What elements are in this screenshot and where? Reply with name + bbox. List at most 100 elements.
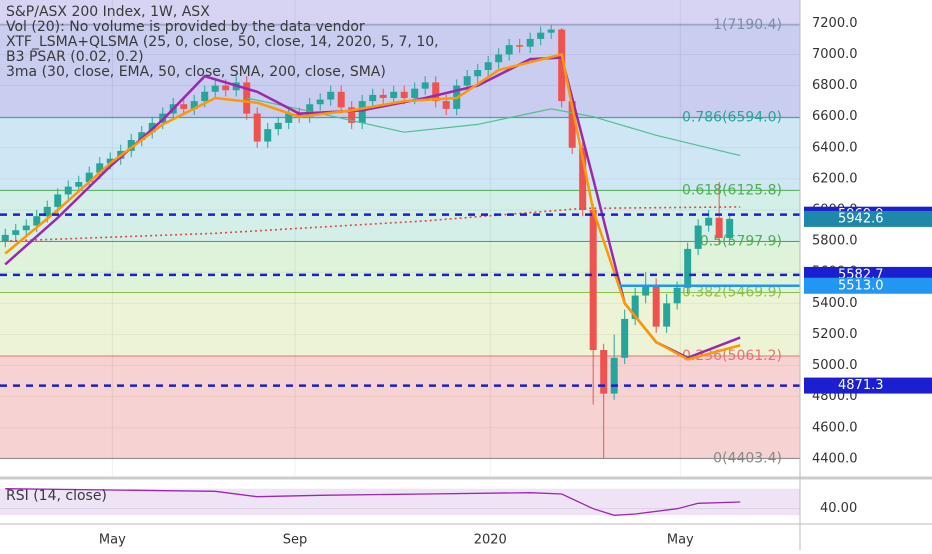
chart-title: S&P/ASX 200 Index, 1W, ASX	[6, 4, 210, 20]
candle-body	[369, 94, 377, 102]
overlay-line	[4, 52, 741, 361]
candle-body	[495, 54, 503, 63]
y-tick-label: 6800.0	[812, 78, 858, 93]
candle-body	[558, 29, 566, 102]
indicator-label: Vol (20): No volume is provided by the d…	[6, 19, 365, 35]
candle-body	[421, 82, 429, 89]
rsi-label: RSI (14, close)	[6, 488, 107, 504]
candle-body	[400, 91, 408, 98]
indicator-label: 3ma (30, close, EMA, 50, close, SMA, 200…	[6, 64, 386, 80]
candle-body	[547, 29, 555, 33]
x-tick-label: Sep	[283, 533, 308, 548]
fib-label: 0.382(5469.9)	[682, 284, 782, 300]
candle-body	[43, 206, 51, 217]
y-tick-label: 6600.0	[812, 109, 858, 124]
fib-zone	[0, 117, 800, 191]
indicator-label: B3 PSAR (0.02, 0.2)	[6, 49, 144, 65]
candle-body	[201, 91, 209, 102]
overlay-line	[5, 206, 741, 242]
candle-body	[190, 101, 198, 109]
candle-body	[631, 295, 639, 319]
candle-body	[663, 303, 671, 327]
candle-body	[327, 91, 335, 100]
fib-label: 0(4403.4)	[713, 450, 782, 466]
y-tick-label: 5200.0	[812, 327, 858, 342]
candle-body	[474, 70, 482, 77]
candle-body	[264, 129, 272, 142]
fib-zone	[0, 241, 800, 293]
price-label: 4871.3	[838, 378, 884, 393]
fib-label: 0.5(5797.9)	[700, 233, 782, 249]
candle-body	[652, 284, 660, 327]
candle-body	[579, 147, 587, 210]
candle-body	[610, 357, 618, 394]
candle-body	[358, 101, 366, 123]
candle-body	[516, 45, 524, 47]
candle-body	[411, 88, 419, 98]
candle-body	[705, 217, 713, 226]
fib-label: 0.618(6125.8)	[682, 182, 782, 198]
y-tick-label: 5000.0	[812, 358, 858, 373]
candle-body	[211, 85, 219, 92]
candle-body	[54, 194, 62, 207]
candle-body	[621, 318, 629, 358]
y-tick-label: 5400.0	[812, 296, 858, 311]
price-label-box	[804, 210, 932, 227]
candle-body	[694, 225, 702, 249]
y-tick-label: 5800.0	[812, 234, 858, 249]
candle-body	[432, 82, 440, 102]
candle-body	[64, 186, 72, 195]
price-label: 5513.0	[838, 278, 884, 293]
candle-body	[295, 113, 303, 117]
candle-body	[222, 85, 230, 91]
candle-body	[1, 234, 9, 242]
y-tick-label: 6400.0	[812, 140, 858, 155]
x-tick-label: May	[99, 533, 126, 548]
y-tick-label: 7200.0	[812, 16, 858, 31]
rsi-tick-label: 40.00	[820, 501, 857, 516]
fib-label: 0.786(6594.0)	[682, 110, 782, 126]
candle-body	[379, 94, 387, 98]
price-label-box	[804, 277, 932, 294]
x-tick-label: May	[667, 533, 694, 548]
candle-body	[96, 163, 104, 173]
y-tick-label: 4400.0	[812, 451, 858, 466]
candle-body	[253, 113, 261, 142]
y-tick-label: 7000.0	[812, 47, 858, 62]
fib-label: 1(7190.4)	[713, 17, 782, 33]
candle-body	[390, 91, 398, 98]
candle-body	[484, 62, 492, 70]
rsi-line	[5, 488, 741, 516]
candle-body	[85, 172, 93, 182]
candle-body	[274, 122, 282, 130]
candle-body	[106, 158, 114, 164]
candle-body	[306, 104, 314, 117]
fib-zone	[0, 0, 800, 25]
candle-body	[526, 38, 534, 47]
candle-body	[316, 99, 324, 105]
candle-body	[568, 101, 576, 148]
overlay-line	[246, 97, 741, 157]
candle-body	[600, 350, 608, 394]
candle-body	[715, 217, 723, 238]
indicator-label: XTF_LSMA+QLSMA (25, 0, close, 50, close,…	[6, 34, 439, 50]
fib-zone	[0, 190, 800, 242]
price-label: 5942.6	[838, 211, 884, 226]
candle-body	[642, 284, 650, 296]
candle-body	[726, 218, 734, 238]
candle-body	[673, 287, 681, 304]
fib-zone	[0, 356, 800, 459]
candle-body	[463, 76, 471, 86]
candle-body	[138, 132, 146, 140]
candle-body	[12, 230, 20, 235]
candle-body	[337, 91, 345, 108]
price-label-box	[804, 377, 932, 394]
y-tick-label: 6200.0	[812, 171, 858, 186]
candle-body	[33, 216, 41, 226]
candle-body	[537, 32, 545, 39]
x-tick-label: 2020	[474, 533, 507, 548]
candle-body	[684, 248, 692, 288]
candle-body	[505, 45, 513, 55]
candle-body	[348, 107, 356, 123]
